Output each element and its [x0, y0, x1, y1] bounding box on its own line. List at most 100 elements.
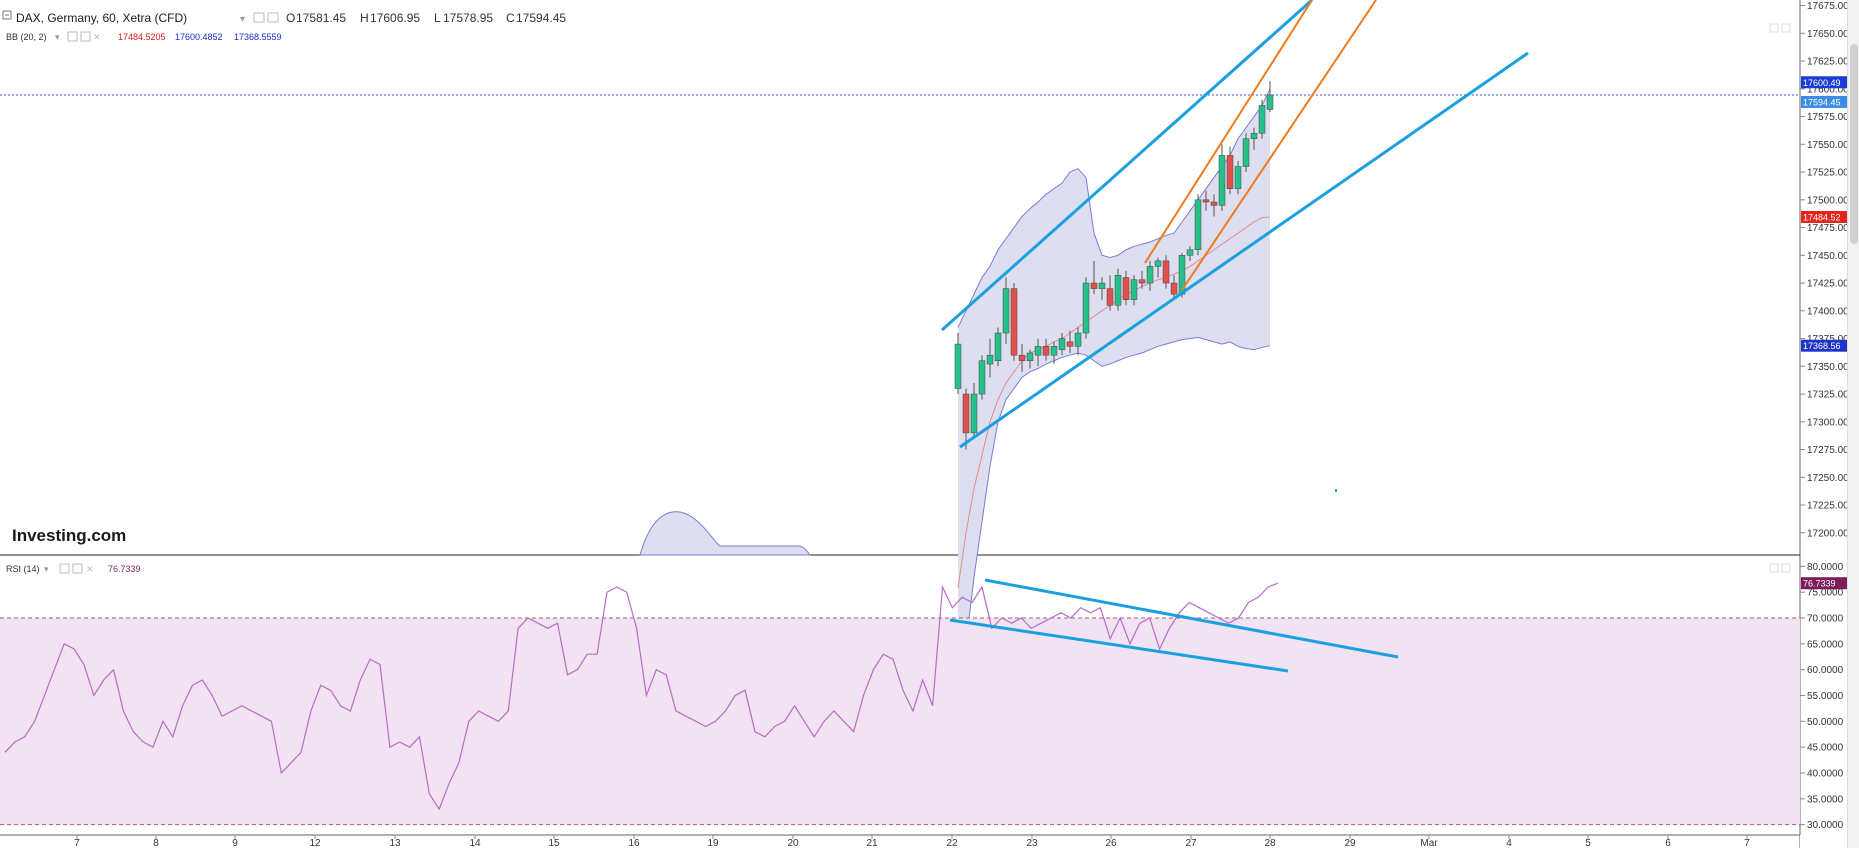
title-dropdown-icon[interactable]: ▾ [240, 14, 245, 25]
time-tick-label: 16 [628, 838, 640, 848]
rsi-tick-label: 45.0000 [1807, 743, 1844, 754]
candle [954, 343, 962, 389]
trendline-blue-lower [959, 51, 1529, 449]
price-tick-label: 17275.00 [1807, 445, 1849, 456]
rsi-tick-label: 65.0000 [1807, 639, 1844, 650]
rsi-badge-text: 76.7339 [1803, 579, 1836, 589]
ohlc-high-label: H [360, 11, 369, 25]
candle [1226, 155, 1234, 189]
time-tick-label: 20 [787, 838, 799, 848]
candle [986, 354, 994, 365]
time-tick-label: 19 [707, 838, 719, 848]
time-tick-label: 4 [1506, 838, 1512, 848]
rsi-tick-label: 55.0000 [1807, 691, 1844, 702]
candle [1122, 277, 1130, 300]
price-tick-label: 17425.00 [1807, 279, 1849, 290]
time-tick-label: 14 [469, 838, 481, 848]
bb-settings-icon[interactable] [67, 31, 78, 42]
time-tick-label: 26 [1105, 838, 1117, 848]
rsi-tick-label: 75.0000 [1807, 588, 1844, 599]
price-tick-label: 17400.00 [1807, 306, 1849, 317]
bb-visibility-icon[interactable] [80, 31, 91, 42]
rsi-panel [0, 578, 1800, 826]
bb-band-earlier [639, 511, 811, 556]
rsi-tick-label: 30.0000 [1807, 820, 1844, 831]
candle [1218, 155, 1226, 206]
candle [1058, 338, 1066, 350]
bb-dropdown-icon[interactable]: ▾ [55, 32, 60, 42]
trendline-orange-lower [1181, 0, 1377, 291]
price-badges: 17600.49 17594.45 17484.52 17368.56 76.7… [1801, 76, 1847, 590]
vertical-scrollbar[interactable] [1847, 0, 1859, 848]
price-tick-label: 17225.00 [1807, 501, 1849, 512]
scrollbar-thumb[interactable] [1850, 44, 1858, 244]
time-tick-label: 15 [548, 838, 560, 848]
rsi-trendline-upper [984, 578, 1399, 659]
candle [1106, 288, 1114, 306]
price-tick-label: 17350.00 [1807, 362, 1849, 373]
bb-band-fill [958, 88, 1270, 700]
price-tick-label: 17300.00 [1807, 417, 1849, 428]
rsi-visibility-icon[interactable] [72, 563, 83, 574]
time-tick-label: 22 [946, 838, 958, 848]
candle [1258, 105, 1266, 134]
price-tick-label: 17550.00 [1807, 140, 1849, 151]
candle [1034, 346, 1042, 356]
instrument-title: DAX, Germany, 60, Xetra (CFD) [16, 11, 187, 25]
time-tick-label: Mar [1420, 838, 1438, 848]
rsi-trendline-lower [949, 618, 1289, 673]
bb-lower-badge [1801, 339, 1847, 352]
rsi-restore-icon[interactable] [1781, 563, 1791, 573]
bb-close-icon[interactable]: ✕ [93, 32, 101, 42]
bb-indicator-label[interactable]: BB (20, 2) [6, 32, 47, 42]
rsi-line [4, 582, 1279, 811]
panel-maximize-icon[interactable] [1769, 23, 1779, 33]
rsi-close-icon[interactable]: ✕ [86, 564, 94, 574]
price-tick-label: 17200.00 [1807, 528, 1849, 539]
last-price-badge [1801, 95, 1847, 108]
investing-logo: Investing.com [12, 526, 126, 545]
rsi-dropdown-icon[interactable]: ▾ [44, 564, 49, 574]
rsi-indicator-label[interactable]: RSI (14) [6, 564, 40, 574]
collapse-icon[interactable] [2, 10, 12, 20]
candle [1170, 282, 1178, 295]
time-tick-label: 8 [153, 838, 159, 848]
price-tick-label: 17525.00 [1807, 168, 1849, 179]
ohlc-high-value: 17606.95 [370, 11, 420, 25]
candle [1202, 199, 1210, 203]
price-tick-label: 17375.00 [1807, 334, 1849, 345]
settings-icon[interactable] [253, 12, 265, 23]
candle [1042, 346, 1050, 356]
candle [1266, 94, 1274, 110]
trendline-blue-upper [941, 0, 1313, 332]
candle [1146, 266, 1154, 284]
time-tick-label: 21 [866, 838, 878, 848]
time-tick-label: 7 [1744, 838, 1750, 848]
rsi-tick-label: 70.0000 [1807, 614, 1844, 625]
price-tick-label: 17625.00 [1807, 57, 1849, 68]
candle [1114, 275, 1122, 306]
time-tick-label: 12 [309, 838, 321, 848]
high-price-badge [1801, 76, 1847, 89]
price-panel [0, 0, 1800, 700]
chart-header: DAX, Germany, 60, Xetra (CFD) ▾ O 17581.… [2, 10, 1791, 574]
rsi-tick-label: 50.0000 [1807, 717, 1844, 728]
visibility-icon[interactable] [267, 12, 279, 23]
candle [1098, 282, 1106, 289]
rsi-tick-label: 80.0000 [1807, 562, 1844, 573]
time-tick-label: 13 [389, 838, 401, 848]
rsi-maximize-icon[interactable] [1769, 563, 1779, 573]
axes: 17200.00 17225.00 17250.00 17275.00 17300.00… [74, 1, 1849, 848]
rsi-zone-fill [0, 618, 1800, 825]
price-tick-label: 17475.00 [1807, 223, 1849, 234]
axis-corner [1800, 835, 1859, 848]
candle [1234, 166, 1242, 189]
candle [978, 360, 986, 395]
trendline-orange-upper [1144, 0, 1313, 264]
panel-restore-icon[interactable] [1781, 23, 1791, 33]
ohlc-low-label: L [434, 11, 441, 25]
candle [1074, 332, 1082, 347]
rsi-settings-icon[interactable] [59, 563, 70, 574]
